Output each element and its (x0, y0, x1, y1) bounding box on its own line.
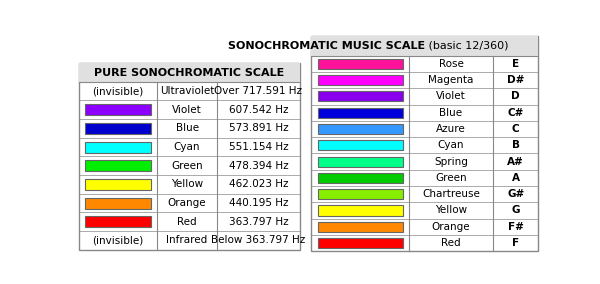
Bar (85, 123, 151, 134)
Bar (85, 216, 151, 227)
Text: (basic 12/360): (basic 12/360) (425, 41, 508, 51)
Text: Violet: Violet (172, 105, 202, 115)
Bar (317, 75, 403, 85)
Text: Red: Red (177, 217, 197, 227)
Bar (85, 198, 151, 208)
Text: E: E (512, 59, 520, 69)
Text: Orange: Orange (432, 222, 470, 232)
Bar (317, 205, 403, 216)
Bar (79, 63, 300, 82)
Bar (311, 36, 538, 251)
Text: (invisible): (invisible) (92, 235, 144, 245)
Text: SONOCHROMATIC MUSIC SCALE: SONOCHROMATIC MUSIC SCALE (228, 41, 425, 51)
Text: 478.394 Hz: 478.394 Hz (229, 161, 288, 171)
Text: 573.891 Hz: 573.891 Hz (229, 124, 288, 133)
Text: Azure: Azure (436, 124, 466, 134)
Text: F: F (512, 238, 520, 248)
Text: Green: Green (435, 173, 467, 183)
Bar (85, 104, 151, 115)
Text: Magenta: Magenta (428, 75, 474, 85)
Text: A#: A# (508, 156, 524, 167)
Text: B: B (512, 140, 520, 150)
Text: Yellow: Yellow (435, 206, 467, 216)
Text: PURE SONOCHROMATIC SCALE: PURE SONOCHROMATIC SCALE (94, 68, 284, 78)
Text: A: A (512, 173, 520, 183)
Text: (invisible): (invisible) (92, 86, 144, 96)
Text: C: C (512, 124, 520, 134)
Bar (85, 160, 151, 171)
Text: Blue: Blue (439, 108, 463, 118)
Bar (317, 108, 403, 118)
Text: G: G (511, 206, 520, 216)
Bar (311, 36, 538, 56)
Text: C#: C# (508, 108, 524, 118)
Bar (317, 189, 403, 199)
Text: Violet: Violet (436, 91, 466, 101)
Text: D: D (511, 91, 520, 101)
Text: Cyan: Cyan (174, 142, 200, 152)
Bar (79, 63, 300, 250)
Bar (317, 156, 403, 167)
Bar (317, 124, 403, 134)
Text: D#: D# (507, 75, 524, 85)
Bar (317, 91, 403, 101)
Text: Infrared: Infrared (166, 235, 208, 245)
Text: 462.023 Hz: 462.023 Hz (229, 179, 288, 189)
Text: Spring: Spring (434, 156, 468, 167)
Text: Yellow: Yellow (171, 179, 203, 189)
Text: Rose: Rose (439, 59, 463, 69)
Text: Blue: Blue (176, 124, 199, 133)
Bar (85, 142, 151, 153)
Bar (85, 179, 151, 190)
Bar (317, 59, 403, 69)
Text: 607.542 Hz: 607.542 Hz (229, 105, 288, 115)
Text: F#: F# (508, 222, 524, 232)
Text: Orange: Orange (168, 198, 206, 208)
Text: 440.195 Hz: 440.195 Hz (229, 198, 288, 208)
Bar (317, 173, 403, 183)
Bar (317, 238, 403, 248)
Bar (317, 222, 403, 232)
Text: Below 363.797 Hz: Below 363.797 Hz (211, 235, 305, 245)
Text: 551.154 Hz: 551.154 Hz (229, 142, 288, 152)
Text: Red: Red (441, 238, 461, 248)
Text: G#: G# (507, 189, 524, 199)
Text: Green: Green (171, 161, 203, 171)
Text: Ultraviolet: Ultraviolet (160, 86, 214, 96)
Text: Chartreuse: Chartreuse (422, 189, 480, 199)
Text: 363.797 Hz: 363.797 Hz (229, 217, 288, 227)
Text: Cyan: Cyan (438, 140, 464, 150)
Text: Over 717.591 Hz: Over 717.591 Hz (214, 86, 302, 96)
Bar (317, 140, 403, 150)
